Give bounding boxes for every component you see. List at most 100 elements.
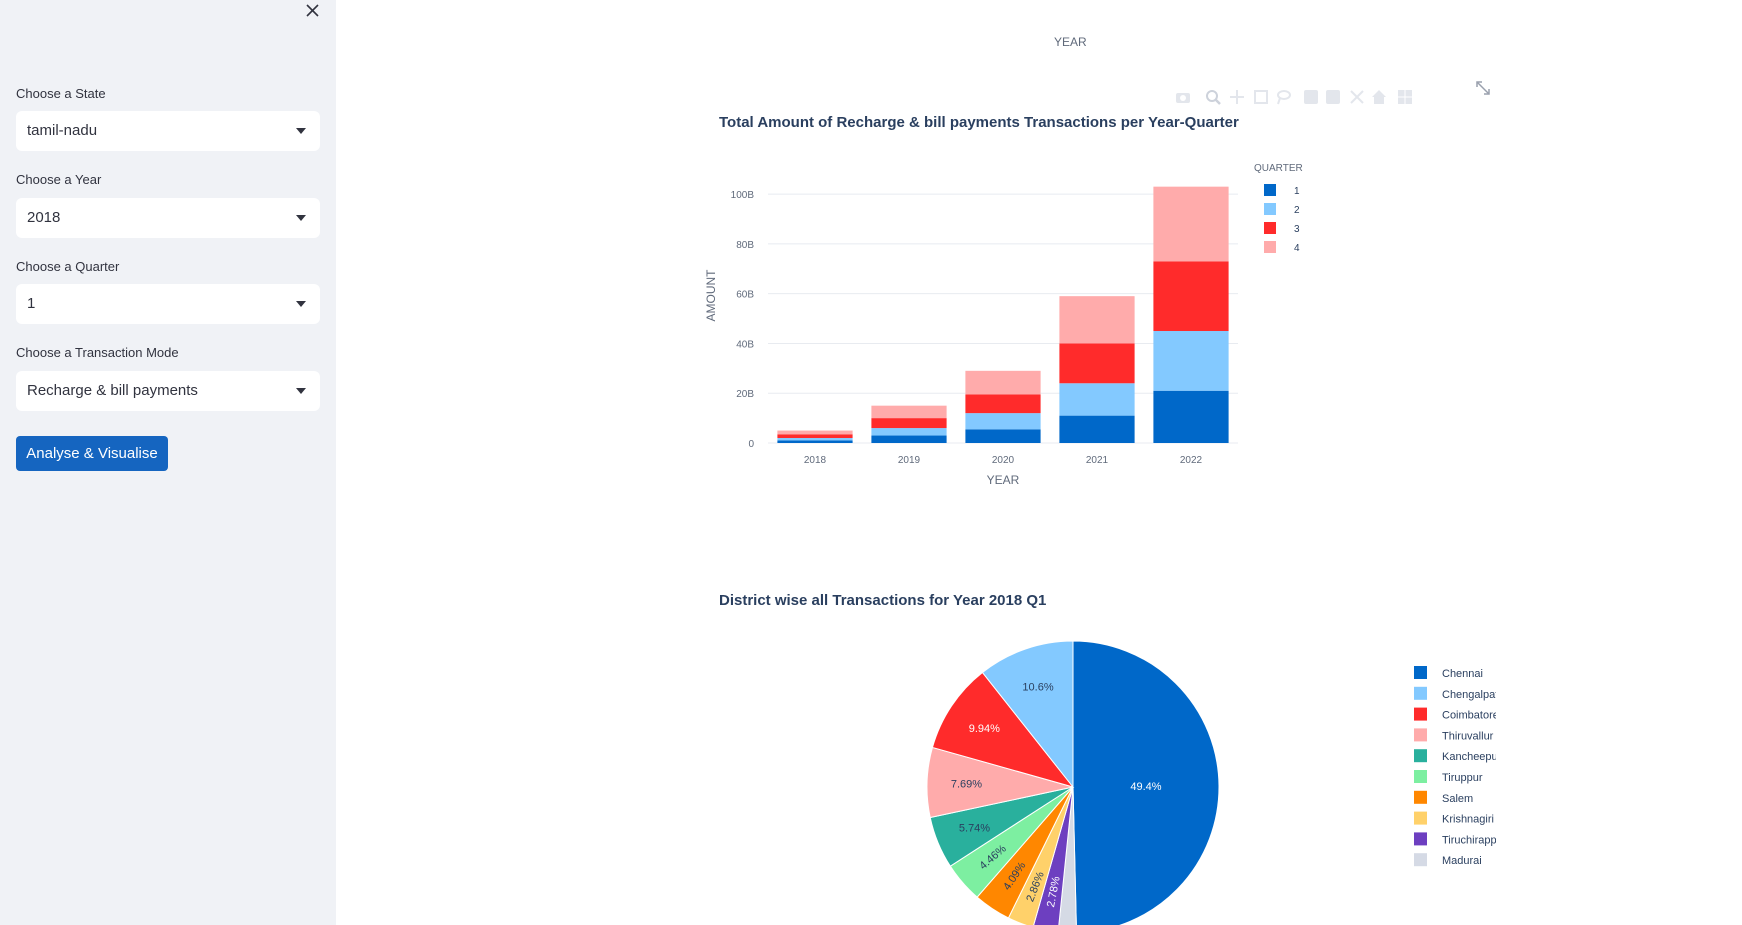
legend-label: Chennai xyxy=(1442,668,1483,680)
x-tick-label: 2021 xyxy=(1086,455,1109,466)
bar-segment xyxy=(777,430,853,435)
bar-segment xyxy=(965,429,1041,443)
legend-label: 3 xyxy=(1294,224,1300,235)
bar-chart-title: Total Amount of Recharge & bill payments… xyxy=(719,114,1239,131)
bar-chart: 0 20B 40B 60B 80B 100B 2018 2019 2020 2021 2022 YEA… xyxy=(704,163,1303,487)
bar-segment xyxy=(1059,296,1135,344)
legend-swatch xyxy=(1414,832,1427,846)
analyse-visualise-button[interactable]: Analyse & Visualise xyxy=(16,436,168,471)
legend-swatch xyxy=(1414,770,1427,783)
fullscreen-icon[interactable] xyxy=(1475,80,1491,96)
y-tick-label: 0 xyxy=(748,439,754,450)
pie-slice-label: 10.6% xyxy=(1022,681,1053,693)
y-tick-label: 80B xyxy=(736,240,754,251)
camera-icon[interactable] xyxy=(1174,88,1192,106)
bar-segment xyxy=(965,394,1041,414)
zoom-in-icon[interactable] xyxy=(1302,88,1320,106)
bar-segment xyxy=(1059,383,1135,416)
legend-label: Chengalpattu xyxy=(1442,689,1496,701)
autoscale-icon[interactable] xyxy=(1348,88,1366,106)
bar-segment xyxy=(1153,390,1229,443)
bar-segment xyxy=(777,438,853,441)
y-axis-title: AMOUNT xyxy=(704,269,718,322)
legend-swatch xyxy=(1414,790,1427,804)
pie-chart: 49.4%2.78%2.86%4.09%4.46%5.74%7.69%9.94%… xyxy=(926,640,1496,925)
close-sidebar-button[interactable] xyxy=(300,0,324,22)
year-label: Choose a Year xyxy=(16,172,102,187)
legend-swatch xyxy=(1264,203,1276,215)
bar-segment xyxy=(1059,415,1135,443)
box-select-icon[interactable] xyxy=(1252,88,1270,106)
bar-segment xyxy=(871,428,947,436)
pie-slice-label: 7.69% xyxy=(951,779,982,791)
bar-segment xyxy=(1153,261,1229,332)
x-tick-label: 2020 xyxy=(992,455,1015,466)
y-tick-label: 60B xyxy=(736,290,754,301)
chevron-down-icon xyxy=(296,215,306,221)
bar-segment xyxy=(965,413,1041,430)
legend-swatch xyxy=(1414,853,1427,867)
legend-swatch xyxy=(1414,686,1427,700)
transaction-mode-select[interactable]: Recharge & bill payments xyxy=(16,371,320,411)
bar-segment xyxy=(777,434,853,439)
pie-slice xyxy=(1058,786,1077,925)
main-content: YEAR Total Amount of Recharge & bill pay… xyxy=(336,0,1742,925)
zoom-icon[interactable] xyxy=(1204,88,1222,106)
legend-label: 1 xyxy=(1294,186,1300,197)
bar-segment xyxy=(871,435,947,443)
bar-segment xyxy=(965,370,1041,395)
bar-segment xyxy=(1059,343,1135,384)
pie-slice xyxy=(1033,786,1074,925)
bar-segment xyxy=(871,405,947,419)
legend-title: QUARTER xyxy=(1254,163,1303,174)
legend-swatch xyxy=(1414,728,1427,742)
legend-label: Coimbatore xyxy=(1442,710,1496,722)
x-tick-label: 2019 xyxy=(898,455,921,466)
quarter-select[interactable]: 1 xyxy=(16,284,320,324)
x-tick-label: 2022 xyxy=(1180,455,1203,466)
pie-slice-label: 49.4% xyxy=(1130,781,1161,793)
bar-segment xyxy=(871,418,947,429)
y-tick-label: 40B xyxy=(736,339,754,350)
y-tick-label: 20B xyxy=(736,389,754,400)
legend-swatch xyxy=(1414,707,1427,721)
bar-segment xyxy=(1153,331,1229,391)
legend-label: Krishnagiri xyxy=(1442,814,1494,826)
quarter-label: Choose a Quarter xyxy=(16,259,120,274)
home-icon[interactable] xyxy=(1370,88,1388,106)
legend-label: Kancheepuram xyxy=(1442,751,1496,763)
pan-icon[interactable] xyxy=(1228,88,1246,106)
bar-segment xyxy=(777,440,853,443)
legend-swatch xyxy=(1414,666,1427,679)
year-select[interactable]: 2018 xyxy=(16,198,320,238)
legend-swatch xyxy=(1264,184,1276,196)
legend-swatch xyxy=(1264,222,1276,234)
prev-chart-axis-label: YEAR xyxy=(1054,35,1087,49)
legend-label: 2 xyxy=(1294,205,1300,216)
close-icon xyxy=(306,4,319,17)
x-tick-label: 2018 xyxy=(804,455,827,466)
legend-swatch xyxy=(1414,749,1427,763)
legend-label: 4 xyxy=(1294,243,1300,254)
y-tick-label: 100B xyxy=(731,190,755,201)
legend-label: Madurai xyxy=(1442,855,1482,867)
year-select-value: 2018 xyxy=(27,209,61,226)
legend-label: Tiruppur xyxy=(1442,772,1483,784)
state-select-value: tamil-nadu xyxy=(27,122,98,139)
lasso-icon[interactable] xyxy=(1274,88,1292,106)
pie-slice xyxy=(1072,640,1220,925)
zoom-out-icon[interactable] xyxy=(1324,88,1342,106)
transaction-mode-label: Choose a Transaction Mode xyxy=(16,345,179,360)
legend-label: Thiruvallur xyxy=(1442,730,1494,742)
legend-swatch xyxy=(1264,241,1276,253)
state-select[interactable]: tamil-nadu xyxy=(16,111,320,151)
pie-slice xyxy=(931,671,1075,788)
transaction-mode-select-value: Recharge & bill payments xyxy=(27,382,198,399)
legend-swatch xyxy=(1414,811,1427,825)
sidebar: Choose a State tamil-nadu Choose a Year … xyxy=(0,0,336,925)
spike-lines-icon[interactable] xyxy=(1396,88,1414,106)
state-label: Choose a State xyxy=(16,86,106,101)
chevron-down-icon xyxy=(296,301,306,307)
bar-segment xyxy=(1153,186,1229,262)
chevron-down-icon xyxy=(296,388,306,394)
